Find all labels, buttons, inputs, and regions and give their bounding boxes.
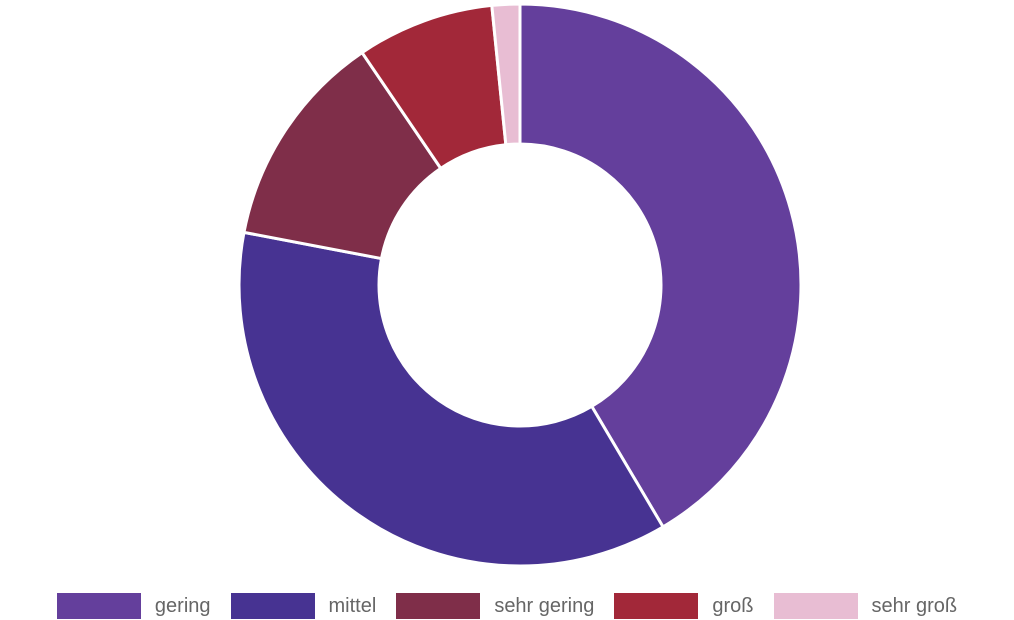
legend-label: mittel — [328, 594, 377, 617]
legend-swatch — [773, 593, 858, 619]
chart-canvas — [237, 2, 803, 568]
slices-group — [237, 2, 803, 568]
legend: gering mittel sehr gering groß sehr groß — [0, 592, 1014, 620]
slice-gering[interactable] — [518, 2, 803, 529]
legend-label: groß — [712, 594, 754, 617]
legend-label: sehr gering — [494, 594, 595, 617]
legend-item-gering[interactable]: gering — [56, 593, 211, 619]
legend-label: sehr groß — [871, 594, 958, 617]
legend-swatch — [614, 593, 699, 619]
legend-swatch — [230, 593, 315, 619]
legend-swatch — [56, 593, 141, 619]
legend-item-sehr-gross[interactable]: sehr groß — [773, 593, 958, 619]
slice-sehr-gross[interactable] — [490, 2, 522, 147]
legend-label: gering — [154, 594, 211, 617]
legend-item-mittel[interactable]: mittel — [230, 593, 377, 619]
legend-item-sehr-gering[interactable]: sehr gering — [396, 593, 594, 619]
legend-item-gross[interactable]: groß — [614, 593, 754, 619]
slice-mittel[interactable] — [237, 230, 665, 568]
legend-swatch — [396, 593, 481, 619]
